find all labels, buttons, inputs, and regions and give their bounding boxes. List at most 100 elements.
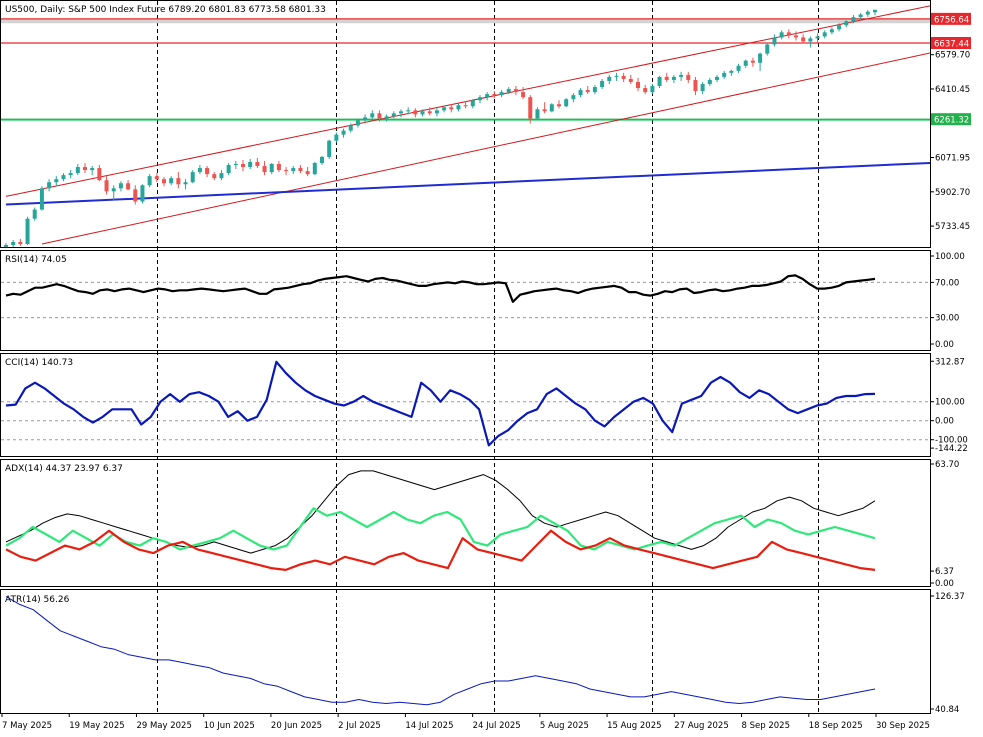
candlesticks: [4, 9, 877, 247]
candle-body: [420, 111, 425, 115]
candle: [449, 104, 454, 113]
candle-body: [255, 161, 260, 167]
candle-body: [434, 110, 439, 114]
cci-pane[interactable]: [0, 353, 931, 457]
channel-line: [41, 52, 930, 245]
candle: [600, 78, 605, 90]
candle-body: [61, 175, 66, 180]
candle: [499, 90, 504, 98]
indicator-series-adx: [5, 470, 876, 554]
candle: [478, 95, 482, 104]
candle: [456, 103, 461, 112]
candle-body: [564, 99, 569, 107]
candle: [162, 177, 166, 187]
candle: [506, 87, 511, 95]
indicator-tick-label: 0.00: [935, 417, 954, 427]
indicator-tick-label: 0.00: [935, 340, 954, 350]
date-label: 19 May 2025: [69, 721, 124, 731]
candle: [614, 72, 619, 81]
candle-body: [75, 167, 80, 174]
candle-body: [133, 189, 138, 202]
candle-body: [513, 89, 518, 93]
cci-header: CCI(14) 140.73: [5, 358, 73, 368]
indicator-tick-label: -100.00: [935, 436, 968, 446]
candle: [90, 166, 95, 176]
candle: [794, 31, 798, 41]
candle-body: [90, 168, 95, 171]
candle: [729, 69, 734, 76]
candle-body: [643, 88, 648, 93]
indicator-tick-label: 70.00: [935, 278, 959, 288]
candle: [18, 238, 23, 247]
candle: [291, 166, 296, 175]
candle-body: [485, 94, 490, 98]
candle-body: [628, 78, 633, 82]
date-label: 2 Jul 2025: [338, 721, 381, 731]
candle: [169, 176, 174, 186]
date-label: 18 Sep 2025: [809, 721, 863, 731]
candle-body: [83, 167, 87, 171]
indicator-tick-label: 126.37: [935, 592, 965, 602]
candle: [427, 107, 432, 116]
price-pane[interactable]: [0, 0, 931, 248]
candle-body: [391, 113, 396, 117]
candle: [636, 77, 640, 92]
indicator-tick-label: 6.37: [935, 567, 954, 577]
price-tick-label: 6579.70: [935, 51, 970, 61]
atr-header: ATR(14) 56.26: [5, 595, 70, 605]
candle: [736, 63, 741, 73]
level-price-tag: [931, 36, 971, 49]
candle-body: [248, 161, 253, 168]
candle-body: [772, 37, 777, 45]
candle-body: [478, 97, 482, 101]
date-label: 27 Aug 2025: [674, 721, 728, 731]
candle-body: [162, 179, 166, 184]
date-label: 10 Jun 2025: [204, 721, 255, 731]
atr-pane[interactable]: [0, 589, 931, 714]
level-price-tag: [931, 12, 971, 25]
candle: [549, 103, 554, 113]
date-axis: 7 May 2025 19 May 2025 29 May 2025 10 Jun 2…: [1, 713, 930, 731]
candle-body: [499, 92, 504, 96]
candle: [197, 165, 202, 175]
candle: [671, 74, 676, 83]
candle: [829, 27, 834, 35]
candle-body: [406, 110, 411, 112]
candle-body: [686, 74, 691, 80]
candle-body: [291, 168, 296, 172]
candle: [391, 111, 396, 119]
date-label: 24 Jul 2025: [473, 721, 521, 731]
date-label: 8 Sep 2025: [742, 721, 790, 731]
candle: [607, 74, 612, 84]
candle: [140, 184, 145, 204]
candle-body: [140, 185, 145, 202]
rsi-pane[interactable]: [0, 250, 931, 351]
candle: [54, 176, 59, 187]
candle-body: [535, 109, 540, 119]
adx-pane[interactable]: [0, 459, 931, 587]
candle-body: [25, 218, 30, 244]
price-tick-label: 5902.70: [935, 188, 970, 198]
candle: [133, 185, 138, 205]
candle: [190, 170, 195, 184]
candle-body: [506, 89, 511, 93]
candle: [592, 85, 597, 95]
price-axis: 6756.64 6637.44 6261.32 6579.70 6410.45 6071.…: [930, 12, 971, 715]
candle: [312, 161, 317, 176]
indicator-tick-label: -144.22: [935, 444, 968, 454]
candle: [643, 85, 648, 95]
candle-body: [197, 168, 202, 173]
candle: [557, 100, 561, 109]
candle-body: [636, 81, 640, 89]
candle: [341, 128, 346, 138]
candle-body: [341, 130, 346, 135]
date-separators: [157, 1, 819, 713]
candle: [176, 172, 181, 189]
candle: [528, 95, 533, 124]
candle: [226, 162, 231, 176]
candle: [39, 186, 44, 211]
candle: [485, 92, 490, 101]
candle-body: [262, 166, 267, 173]
candle-body: [384, 116, 389, 119]
